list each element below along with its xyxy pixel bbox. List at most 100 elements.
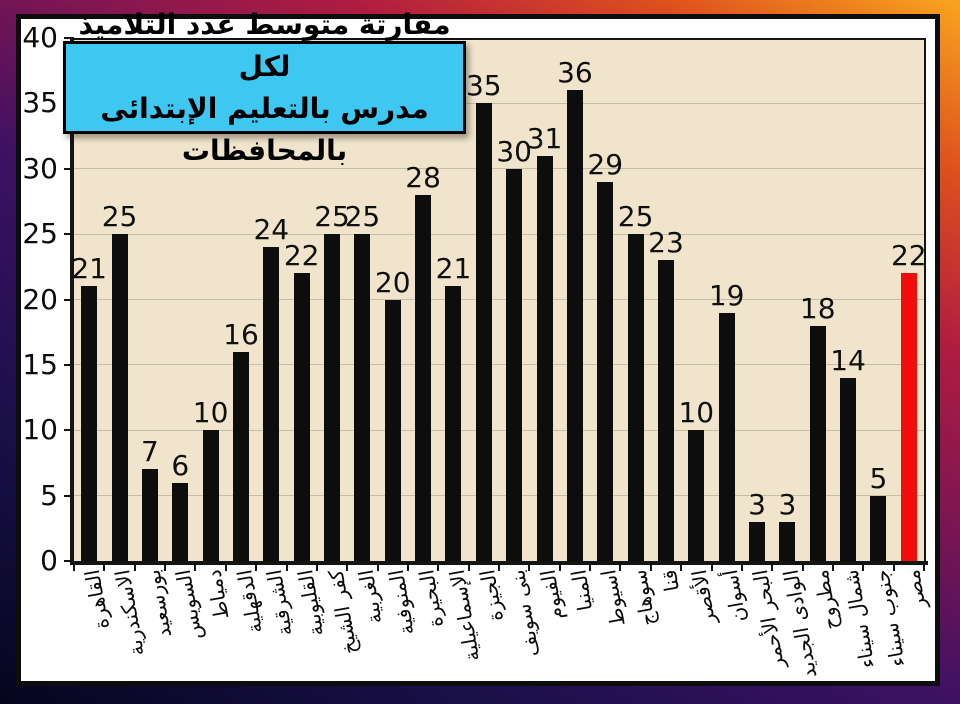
bar-value-label: 35 (465, 69, 502, 103)
bar-value-label: 25 (101, 200, 138, 234)
bar (657, 260, 674, 561)
y-axis-label: 0 (40, 544, 58, 577)
x-axis-tick (285, 565, 288, 571)
bar-value-label: 6 (171, 448, 190, 482)
y-axis-tick (64, 560, 74, 562)
y-axis-label: 10 (22, 413, 58, 447)
chart-title-line1: مقارتة متوسط عدد التلاميذ لكل (78, 7, 451, 83)
bar-value-label: 7 (140, 435, 159, 469)
x-axis-tick (619, 565, 622, 571)
bar-value-label: 3 (748, 487, 766, 521)
x-axis-tick (346, 565, 349, 571)
y-axis-label: 15 (22, 347, 58, 381)
bar (111, 234, 128, 561)
x-axis-tick (103, 565, 106, 571)
bar (870, 495, 887, 561)
chart-title: مقارتة متوسط عدد التلاميذ لكل مدرس بالتع… (63, 8, 466, 167)
x-axis-tick (589, 565, 592, 571)
bar (597, 181, 614, 561)
x-axis-tick (740, 565, 743, 571)
bar (415, 194, 432, 561)
x-axis-tick (194, 565, 197, 571)
x-axis-tick (498, 565, 500, 571)
bar (627, 234, 644, 561)
bar-value-label: 28 (405, 160, 441, 194)
y-axis-label: 40 (22, 21, 58, 54)
x-axis-tick (133, 565, 136, 571)
bar-value-label: 22 (283, 239, 320, 273)
x-axis-tick (771, 565, 774, 571)
bar-value-label: 36 (557, 56, 593, 90)
bar-value-label: 21 (435, 252, 472, 286)
y-axis-label: 5 (40, 478, 58, 512)
bar (81, 286, 98, 561)
category-label: قنا (656, 567, 685, 594)
bar (779, 521, 796, 561)
bar-highlight (900, 273, 917, 561)
x-axis-tick (862, 565, 865, 571)
bar-value-label: 23 (648, 226, 684, 260)
bar (202, 430, 219, 561)
bar (384, 299, 401, 561)
bar (354, 234, 371, 561)
x-axis-tick (892, 565, 895, 571)
bar-value-label: 25 (617, 200, 654, 234)
bar (172, 482, 189, 561)
chart-title-line2: مدرس بالتعليم الإبتدائى بالمحافظات (100, 91, 429, 167)
gridline (74, 168, 924, 170)
y-axis-tick (64, 233, 74, 236)
x-axis-tick (680, 565, 683, 571)
gridline (74, 429, 924, 431)
y-axis-label: 25 (22, 217, 58, 251)
bar (566, 90, 583, 561)
x-axis-tick (710, 565, 713, 571)
x-axis-tick (437, 565, 440, 571)
x-axis-tick (528, 565, 531, 571)
y-axis-tick (64, 494, 74, 497)
bar-value-label: 24 (253, 213, 290, 247)
x-axis-tick (164, 565, 167, 571)
bar (475, 103, 492, 561)
y-axis-label: 30 (22, 151, 58, 185)
x-axis-tick (406, 565, 409, 571)
y-axis (70, 38, 74, 565)
x-axis-tick (73, 565, 75, 571)
bar (718, 312, 735, 561)
bar-value-label: 22 (890, 239, 927, 273)
bar (506, 168, 523, 561)
bar (141, 469, 158, 561)
x-axis-tick (224, 565, 227, 571)
bar (536, 155, 553, 561)
bar-value-label: 25 (314, 200, 350, 234)
bar (293, 273, 310, 561)
bar-value-label: 3 (778, 487, 797, 521)
bar-value-label: 16 (223, 317, 259, 351)
bar (809, 325, 826, 561)
y-axis-tick (64, 363, 74, 366)
bar (445, 286, 462, 561)
gridline (74, 364, 924, 366)
x-axis-tick (255, 565, 258, 571)
x-axis-tick (315, 565, 318, 571)
y-axis-label: 35 (22, 86, 58, 120)
x-axis-tick (801, 565, 804, 571)
bar-value-label: 5 (869, 461, 888, 495)
x-axis-tick (649, 565, 652, 571)
gridline (74, 299, 924, 300)
x-axis-tick (467, 565, 470, 571)
x-axis-tick (558, 565, 561, 571)
bar-value-label: 19 (708, 278, 745, 312)
x-axis-tick (831, 565, 834, 571)
bar (840, 377, 857, 561)
x-axis-tick (923, 565, 925, 571)
x-axis (70, 561, 928, 565)
x-axis-tick (376, 565, 379, 571)
gridline (74, 102, 924, 104)
y-axis-label: 20 (22, 282, 58, 316)
y-axis-tick (64, 167, 74, 170)
y-axis-tick (64, 298, 74, 301)
bar-value-label: 25 (344, 200, 381, 234)
y-axis-tick (64, 429, 74, 432)
bar-value-label: 18 (799, 291, 836, 325)
bar-value-label: 30 (496, 134, 532, 168)
